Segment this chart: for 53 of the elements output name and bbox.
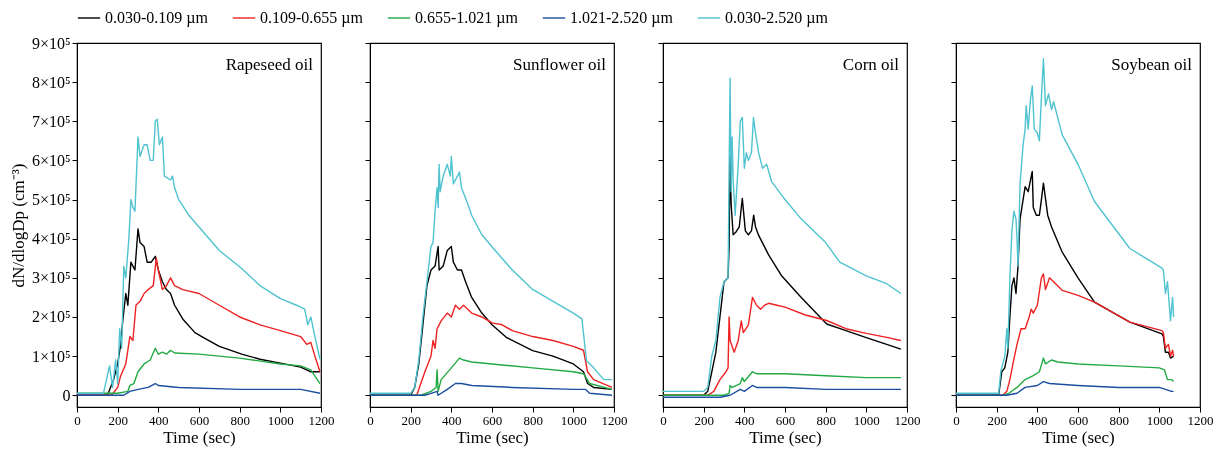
x-tick-label: 1200 <box>308 412 335 428</box>
x-tick-label: 1000 <box>1146 412 1173 428</box>
x-tick-label: 1000 <box>267 412 294 428</box>
x-tick-label: 200 <box>401 412 421 428</box>
x-tick-label: 600 <box>1068 412 1089 428</box>
x-tick-label: 200 <box>108 412 128 428</box>
y-axis-title: dN/dlogDp (cm⁻³) <box>8 163 28 288</box>
y-tick-label: 5×10⁵ <box>31 191 71 209</box>
x-tick-label: 400 <box>149 412 169 428</box>
x-tick-label: 0 <box>953 412 960 428</box>
legend-label: 0.655-1.021 µm <box>415 9 519 27</box>
line-series <box>77 382 321 396</box>
x-tick-label: 400 <box>1028 412 1048 428</box>
y-tick-label: 8×10⁵ <box>31 73 71 91</box>
x-tick-label: 800 <box>523 412 543 428</box>
legend-label: 0.030-0.109 µm <box>105 9 209 27</box>
x-tick-label: 0 <box>74 412 81 428</box>
x-tick-label: 1000 <box>853 412 880 428</box>
x-axis-title: Time (sec) <box>1042 427 1115 447</box>
y-tick-label: 7×10⁵ <box>31 112 71 130</box>
y-tick-label: 9×10⁵ <box>31 34 71 52</box>
y-tick-label: 3×10⁵ <box>31 269 71 287</box>
x-tick-label: 800 <box>230 412 250 428</box>
text: Sunflower oil <box>512 55 607 74</box>
x-tick-label: 1200 <box>894 412 921 428</box>
legend-label: 1.021-2.520 µm <box>570 9 674 27</box>
text: Corn oil <box>842 55 900 74</box>
text: Soybean oil <box>1111 55 1193 74</box>
x-tick-label: 800 <box>816 412 836 428</box>
x-tick-label: 0 <box>660 412 667 428</box>
x-tick-label: 800 <box>1109 412 1129 428</box>
x-tick-label: 200 <box>987 412 1007 428</box>
x-tick-label: 0 <box>367 412 374 428</box>
x-tick-label: 400 <box>442 412 462 428</box>
x-tick-label: 600 <box>482 412 503 428</box>
x-tick-label: 1000 <box>560 412 587 428</box>
x-tick-label: 1200 <box>601 412 628 428</box>
legend-label: 0.030-2.520 µm <box>725 9 829 27</box>
x-tick-label: 1200 <box>1187 412 1214 428</box>
legend-label: 0.109-0.655 µm <box>260 9 364 27</box>
y-tick-label: 1×10⁵ <box>31 347 71 365</box>
y-tick-label: 4×10⁵ <box>31 230 71 248</box>
x-tick-label: 200 <box>694 412 714 428</box>
x-tick-label: 400 <box>735 412 755 428</box>
text: Rapeseed oil <box>225 55 314 74</box>
y-tick-label: 2×10⁵ <box>31 308 71 326</box>
y-tick-label: 6×10⁵ <box>31 151 71 169</box>
x-axis-title: Time (sec) <box>163 427 236 447</box>
y-tick-label: 0 <box>62 386 71 404</box>
x-tick-label: 600 <box>189 412 210 428</box>
x-axis-title: Time (sec) <box>749 427 822 447</box>
x-axis-title: Time (sec) <box>456 427 529 447</box>
x-tick-label: 600 <box>775 412 796 428</box>
